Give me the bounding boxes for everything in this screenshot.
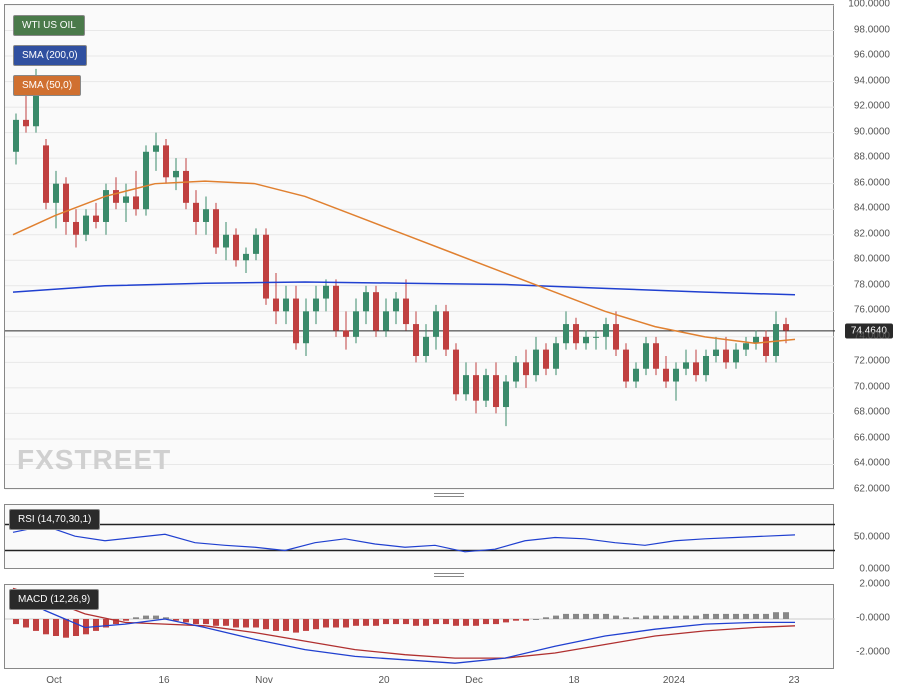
x-tick-label: Oct [46,675,62,686]
main-price-chart[interactable]: FXSTREET WTI US OIL SMA (200,0) SMA (50,0)… [4,4,834,489]
y-tick-label: 94.0000 [854,75,890,86]
y-tick-label: 86.0000 [854,177,890,188]
rsi-y-axis: 0.000050.0000 [834,504,894,569]
macd-chart-svg [5,585,835,670]
panel-resize-handle-1[interactable] [434,492,464,498]
y-tick-label: 98.0000 [854,24,890,35]
main-chart-svg [5,5,835,490]
x-tick-label: 18 [568,675,579,686]
y-tick-label: 74.0000 [854,330,890,341]
macd-legend: MACD (12,26,9) [9,589,99,610]
y-tick-label: 80.0000 [854,254,890,265]
x-tick-label: 23 [788,675,799,686]
y-tick-label: 96.0000 [854,50,890,61]
y-tick-label: 0.0000 [859,564,890,575]
y-tick-label: 82.0000 [854,228,890,239]
y-tick-label: 68.0000 [854,407,890,418]
y-tick-label: -2.0000 [856,647,890,658]
y-tick-label: -0.0000 [856,613,890,624]
panel-resize-handle-2[interactable] [434,572,464,578]
time-x-axis: Oct 16 Nov 20 Dec 18 2024 23 [4,675,834,695]
y-tick-label: 92.0000 [854,101,890,112]
watermark: FXSTREET [17,444,171,476]
rsi-legend: RSI (14,70,30,1) [9,509,100,530]
x-tick-label: 20 [378,675,389,686]
y-tick-label: 2.0000 [859,579,890,590]
y-tick-label: 76.0000 [854,305,890,316]
y-tick-label: 100.0000 [848,0,890,10]
rsi-chart[interactable]: RSI (14,70,30,1) [4,504,834,569]
y-tick-label: 88.0000 [854,152,890,163]
x-tick-label: Nov [255,675,273,686]
x-tick-label: Dec [465,675,483,686]
y-tick-label: 66.0000 [854,432,890,443]
legend-badge: SMA (50,0) [13,75,81,96]
x-tick-label: 2024 [663,675,685,686]
legend-badge: SMA (200,0) [13,45,87,66]
y-tick-label: 70.0000 [854,381,890,392]
y-tick-label: 64.0000 [854,458,890,469]
y-tick-label: 50.0000 [854,531,890,542]
y-tick-label: 78.0000 [854,279,890,290]
y-tick-label: 84.0000 [854,203,890,214]
macd-y-axis: -2.0000-0.00002.0000 [834,584,894,669]
legend-badge: WTI US OIL [13,15,85,36]
rsi-chart-svg [5,505,835,570]
macd-chart[interactable]: MACD (12,26,9) [4,584,834,669]
main-y-axis: 62.000064.000066.000068.000070.000072.00… [834,4,894,489]
y-tick-label: 62.0000 [854,484,890,495]
y-tick-label: 72.0000 [854,356,890,367]
y-tick-label: 90.0000 [854,126,890,137]
x-tick-label: 16 [158,675,169,686]
